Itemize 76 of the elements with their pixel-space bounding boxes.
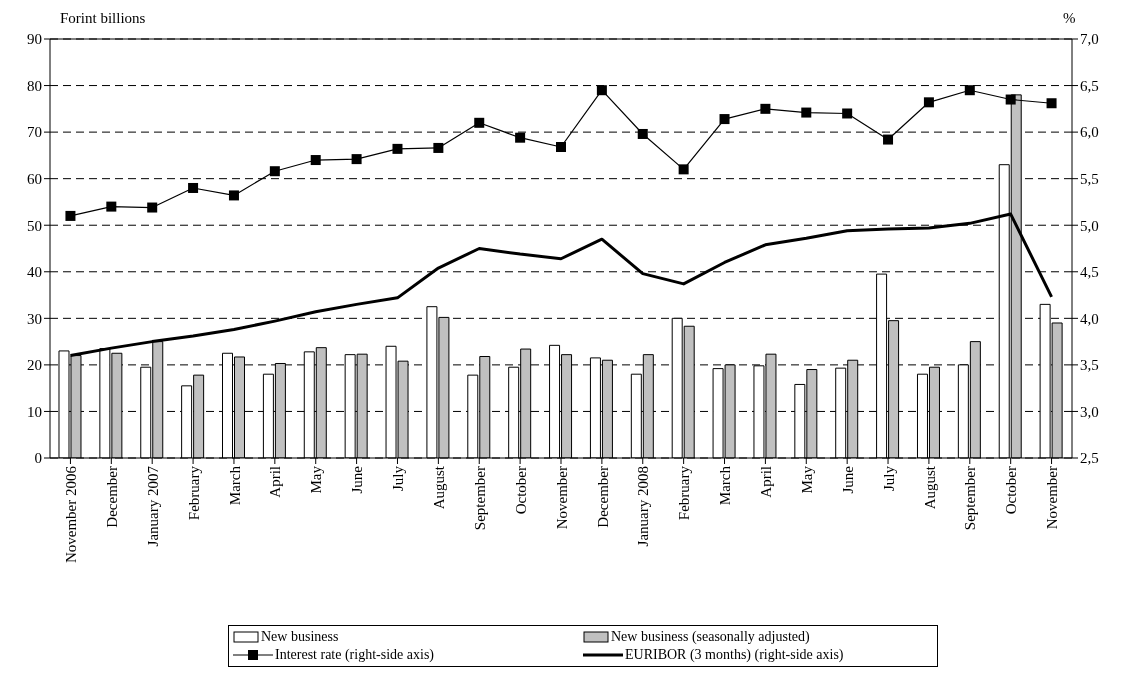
x-tick-label: December <box>594 466 611 528</box>
x-tick-label: January 2007 <box>144 465 161 547</box>
y-tick-label: 50 <box>27 217 42 234</box>
x-tick-label: June <box>349 465 366 494</box>
point <box>269 166 280 177</box>
point <box>188 182 199 193</box>
y-tick-label: 90 <box>27 31 42 48</box>
legend-label: EURIBOR (3 months) (right-side axis) <box>625 647 844 663</box>
point <box>392 143 403 154</box>
y-tick-label: 40 <box>27 264 42 281</box>
x-tick-label: December <box>103 466 120 528</box>
point <box>1046 98 1057 109</box>
x-tick-label: March <box>717 465 734 506</box>
point <box>678 164 689 175</box>
x-tick-label: August <box>431 465 448 510</box>
x-tick-label: November <box>553 466 570 530</box>
point <box>801 107 812 118</box>
point <box>65 210 76 221</box>
x-tick-label: November 2006 <box>63 465 80 564</box>
x-tick-label: July <box>880 465 897 492</box>
x-tick-label: February <box>676 465 693 521</box>
point <box>719 114 730 125</box>
point <box>556 142 566 153</box>
x-tick-label: June <box>839 465 856 494</box>
y2-tick-label: 7,0 <box>1080 31 1099 48</box>
y-tick-label: 30 <box>27 310 42 327</box>
x-tick-label: October <box>1003 466 1020 515</box>
y-tick-label: 70 <box>27 124 42 141</box>
x-tick-label: August <box>921 465 938 510</box>
point <box>1005 94 1016 105</box>
point <box>964 85 975 96</box>
point <box>351 154 362 165</box>
y-tick-label: 20 <box>27 357 42 374</box>
y2-tick-label: 2,5 <box>1080 450 1099 467</box>
y-tick-label: 60 <box>27 170 42 187</box>
x-tick-label: May <box>308 465 325 494</box>
y2-tick-label: 5,5 <box>1080 170 1099 187</box>
y2-tick-label: 3,0 <box>1080 403 1099 420</box>
y2-tick-label: 4,5 <box>1080 264 1099 281</box>
point <box>433 142 444 153</box>
y2-tick-label: 4,0 <box>1080 310 1099 327</box>
point <box>106 201 117 212</box>
point <box>760 103 771 114</box>
point <box>637 128 648 139</box>
x-tick-label: March <box>226 465 243 506</box>
x-tick-label: January 2008 <box>635 466 652 547</box>
point <box>228 190 239 201</box>
point <box>474 117 485 128</box>
x-tick-label: May <box>798 465 815 494</box>
legend-label: New business <box>261 629 339 645</box>
x-tick-label: July <box>390 465 407 492</box>
point <box>515 132 526 143</box>
point <box>883 134 894 145</box>
x-tick-label: September <box>962 466 979 531</box>
point <box>596 85 607 96</box>
y-axis-title: Forint billions <box>60 10 146 27</box>
point <box>842 108 853 119</box>
x-tick-label: September <box>471 466 488 531</box>
x-tick-label: October <box>512 466 529 515</box>
legend-label: Interest rate (right-side axis) <box>275 647 434 663</box>
y-tick-label: 10 <box>27 403 42 420</box>
y-tick-label: 80 <box>27 77 42 94</box>
y2-tick-label: 6,0 <box>1080 124 1099 141</box>
y2-axis-title: % <box>1063 10 1076 27</box>
y2-tick-label: 5,0 <box>1080 217 1099 234</box>
point <box>147 202 158 213</box>
legend-label: New business (seasonally adjusted) <box>611 629 810 645</box>
x-tick-label: November <box>1044 466 1061 530</box>
x-tick-label: April <box>758 466 775 498</box>
x-tick-label: April <box>267 466 284 498</box>
y2-tick-label: 3,5 <box>1080 357 1099 374</box>
point <box>923 97 934 108</box>
y2-tick-label: 6,5 <box>1080 77 1099 94</box>
point <box>310 155 321 166</box>
x-tick-label: February <box>185 465 202 521</box>
y-tick-label: 0 <box>34 450 42 467</box>
